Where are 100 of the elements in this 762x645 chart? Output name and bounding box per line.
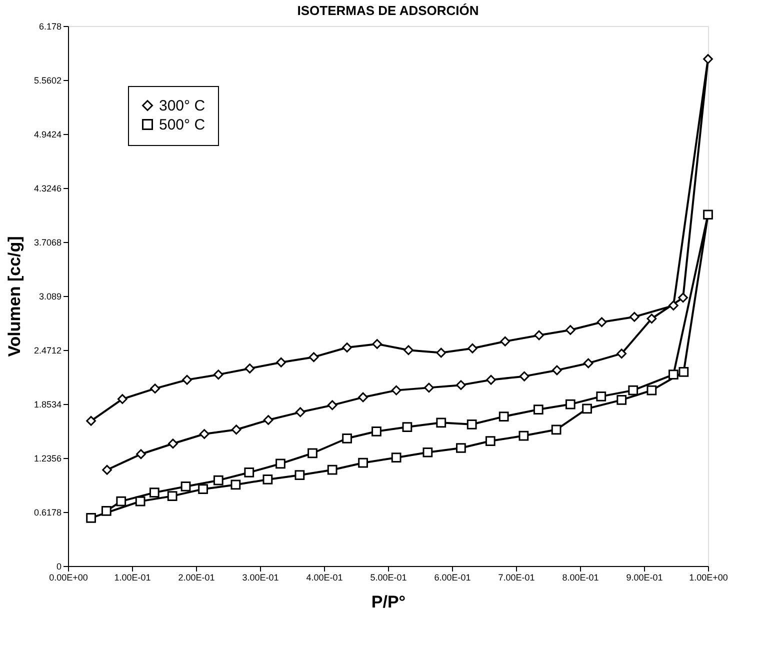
- y-tick-label: 4.9424: [34, 130, 62, 140]
- point: [168, 438, 178, 449]
- point: [552, 365, 562, 376]
- x-tick-label: 7.00E-01: [498, 572, 535, 582]
- point: [262, 474, 273, 484]
- point: [565, 399, 576, 410]
- point: [703, 210, 713, 220]
- point: [358, 392, 368, 402]
- chart-title: ISOTERMAS DE ADSORCIÓN: [297, 3, 479, 18]
- point: [596, 392, 606, 402]
- point: [308, 448, 318, 458]
- x-axis-title: P/P°: [371, 592, 406, 612]
- legend-label: 300° C: [159, 98, 206, 114]
- point: [628, 385, 638, 396]
- point: [519, 371, 530, 382]
- point: [616, 348, 627, 359]
- point: [276, 458, 286, 469]
- point: [276, 357, 286, 368]
- point: [629, 312, 640, 322]
- point: [678, 292, 688, 303]
- point: [646, 314, 657, 324]
- point: [295, 407, 306, 418]
- x-tick-label: 6.00E-01: [434, 572, 471, 582]
- y-axis-title: Volumen [cc/g]: [4, 236, 24, 357]
- point: [402, 422, 412, 432]
- point: [372, 426, 382, 436]
- point: [135, 496, 146, 506]
- point: [342, 433, 352, 444]
- point: [308, 352, 319, 362]
- point: [583, 358, 594, 368]
- point: [231, 424, 242, 435]
- point: [703, 54, 713, 64]
- point: [498, 412, 509, 422]
- y-tick-label: 5.5602: [34, 76, 62, 86]
- point: [668, 370, 678, 380]
- point: [101, 506, 112, 516]
- point: [198, 484, 208, 494]
- point: [136, 449, 146, 460]
- y-tick-label: 1.2356: [34, 454, 62, 464]
- point: [342, 342, 352, 352]
- point: [678, 367, 689, 377]
- point: [616, 394, 627, 405]
- x-tick-label: 1.00E+00: [689, 572, 728, 582]
- x-tick-label: 3.00E-01: [242, 572, 279, 582]
- point: [436, 418, 446, 428]
- point: [263, 415, 274, 425]
- point: [534, 330, 544, 340]
- y-tick-label: 6.178: [38, 22, 62, 32]
- y-tick-label: 3.089: [38, 292, 62, 302]
- point: [500, 336, 510, 346]
- x-tick-label: 2.00E-01: [178, 572, 215, 582]
- point: [646, 385, 657, 396]
- point: [596, 317, 607, 328]
- point: [372, 339, 382, 349]
- point: [149, 488, 160, 498]
- point: [213, 370, 224, 380]
- y-tick-label: 0.6178: [34, 508, 62, 518]
- point: [424, 382, 434, 393]
- point: [327, 464, 338, 475]
- point: [294, 470, 305, 480]
- point: [565, 325, 576, 335]
- point: [102, 464, 112, 475]
- x-tick-label: 0.00E+00: [49, 572, 88, 582]
- point: [213, 475, 224, 486]
- point: [436, 348, 446, 358]
- y-tick-label: 1.8534: [34, 400, 62, 410]
- y-tick-label: 0: [56, 562, 62, 572]
- x-tick-label: 5.00E-01: [370, 572, 407, 582]
- point: [117, 394, 128, 404]
- point: [391, 452, 402, 463]
- point: [668, 300, 678, 310]
- point: [86, 512, 96, 523]
- point: [456, 380, 466, 390]
- point: [167, 491, 178, 502]
- point: [518, 430, 529, 441]
- point: [116, 496, 126, 506]
- point: [244, 468, 254, 478]
- point: [244, 364, 255, 374]
- point: [327, 400, 338, 410]
- point: [199, 429, 210, 439]
- point: [404, 345, 414, 356]
- point: [456, 443, 466, 453]
- point: [358, 458, 368, 468]
- point: [182, 374, 192, 385]
- point: [485, 436, 496, 446]
- x-tick-label: 8.00E-01: [562, 572, 599, 582]
- point: [468, 343, 478, 354]
- y-tick-label: 4.3246: [34, 184, 62, 194]
- point: [86, 416, 96, 426]
- point: [582, 404, 592, 414]
- point: [486, 374, 496, 385]
- y-tick-label: 2.4712: [34, 346, 62, 356]
- legend-label: 500° C: [159, 116, 206, 134]
- point: [150, 384, 160, 394]
- point: [422, 447, 433, 458]
- y-tick-label: 3.7068: [34, 238, 62, 248]
- point: [230, 480, 241, 490]
- point: [551, 424, 562, 435]
- x-tick-label: 9.00E-01: [626, 572, 663, 582]
- x-tick-label: 4.00E-01: [306, 572, 343, 582]
